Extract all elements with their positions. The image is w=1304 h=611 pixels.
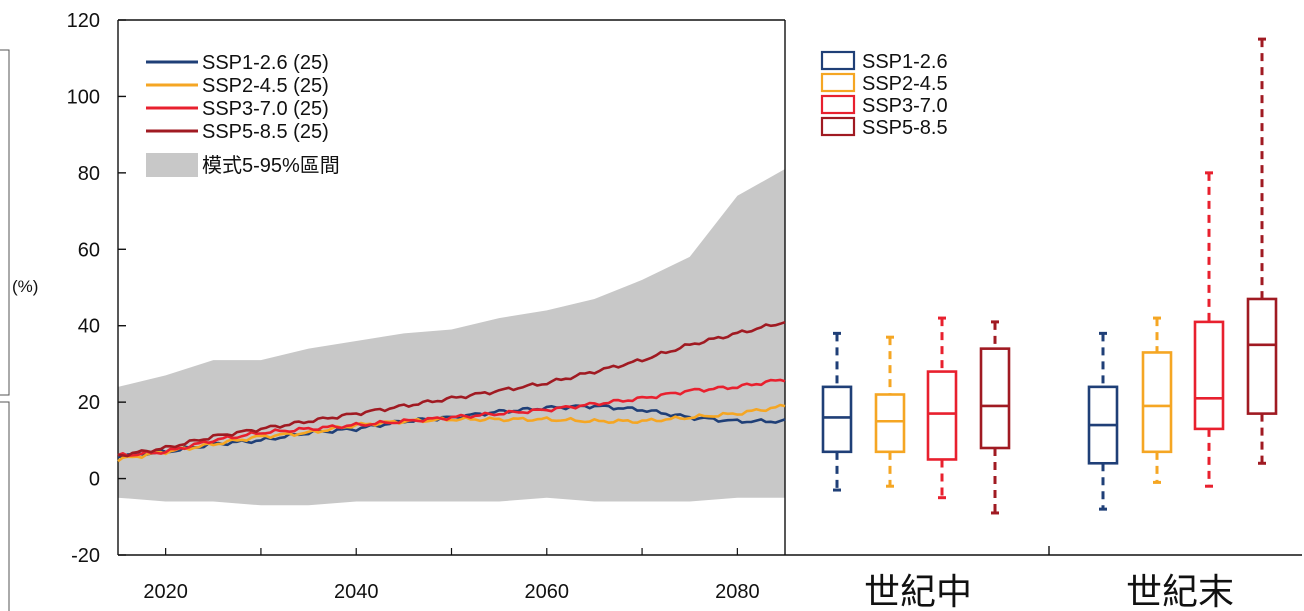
y-axis-unit-label: (%) — [12, 277, 38, 296]
series-line-1 — [117, 403, 786, 463]
box-3-0 — [979, 320, 1011, 515]
y-tick-label: 40 — [78, 316, 100, 338]
y-tick-label: 120 — [67, 10, 100, 32]
box-body — [874, 393, 906, 454]
y-tick-label: 100 — [67, 86, 100, 108]
box-legend-swatch-0 — [820, 50, 856, 71]
axis-layer — [117, 19, 1302, 556]
box-legend-swatch-3 — [820, 116, 856, 137]
box-legend-label-3: SSP5-8.5 — [862, 117, 948, 139]
box-body — [1193, 320, 1225, 431]
box-0-0 — [821, 331, 853, 492]
x-tick-label: 2020 — [143, 581, 188, 603]
legend-label-0: SSP1-2.6 (25) — [202, 52, 329, 74]
box-legend-swatch-2 — [820, 94, 856, 115]
box-2-1 — [1193, 171, 1225, 488]
left-bracket-upper — [0, 49, 10, 396]
box-body — [1246, 297, 1278, 415]
box-body — [926, 370, 958, 461]
series-line-2 — [117, 378, 786, 458]
box-body — [821, 385, 853, 454]
x-tick-label: 2080 — [715, 581, 760, 603]
legend-label-1: SSP2-4.5 (25) — [202, 75, 329, 97]
box-body — [1141, 351, 1173, 454]
y-tick-label: 80 — [78, 163, 100, 185]
box-legend-swatch-1 — [820, 72, 856, 93]
y-tick-label: -20 — [71, 545, 100, 567]
x-tick-label: 2060 — [525, 581, 570, 603]
box-legend-label-2: SSP3-7.0 — [862, 95, 948, 117]
boxplot-layer — [821, 37, 1278, 515]
legend-band-swatch — [146, 153, 198, 177]
left-bracket-decor — [0, 49, 10, 611]
legend-label-3: SSP5-8.5 (25) — [202, 121, 329, 143]
model-range-band-layer — [118, 169, 785, 506]
legend-band-label: 模式5-95%區間 — [202, 154, 340, 177]
box-1-1 — [1141, 316, 1173, 484]
category-label-0: 世紀中 — [864, 572, 972, 611]
legend-label-2: SSP3-7.0 (25) — [202, 98, 329, 120]
series-line-3 — [117, 320, 786, 458]
y-tick-label: 60 — [78, 239, 100, 261]
series-lines-layer — [117, 320, 786, 463]
box-0-1 — [1087, 331, 1119, 511]
box-legend-label-0: SSP1-2.6 — [862, 51, 948, 73]
box-1-0 — [874, 335, 906, 488]
box-2-0 — [926, 316, 958, 500]
box-3-1 — [1246, 37, 1278, 465]
line-legend: SSP1-2.6 (25)SSP2-4.5 (25)SSP3-7.0 (25)S… — [146, 52, 340, 177]
model-range-band — [118, 169, 785, 506]
y-tick-label: 0 — [89, 469, 100, 491]
box-body — [979, 347, 1011, 450]
box-legend-label-1: SSP2-4.5 — [862, 73, 948, 95]
category-label-1: 世紀末 — [1126, 572, 1234, 611]
y-tick-label: 20 — [78, 392, 100, 414]
x-tick-label: 2040 — [334, 581, 379, 603]
left-bracket-lower — [0, 401, 10, 611]
